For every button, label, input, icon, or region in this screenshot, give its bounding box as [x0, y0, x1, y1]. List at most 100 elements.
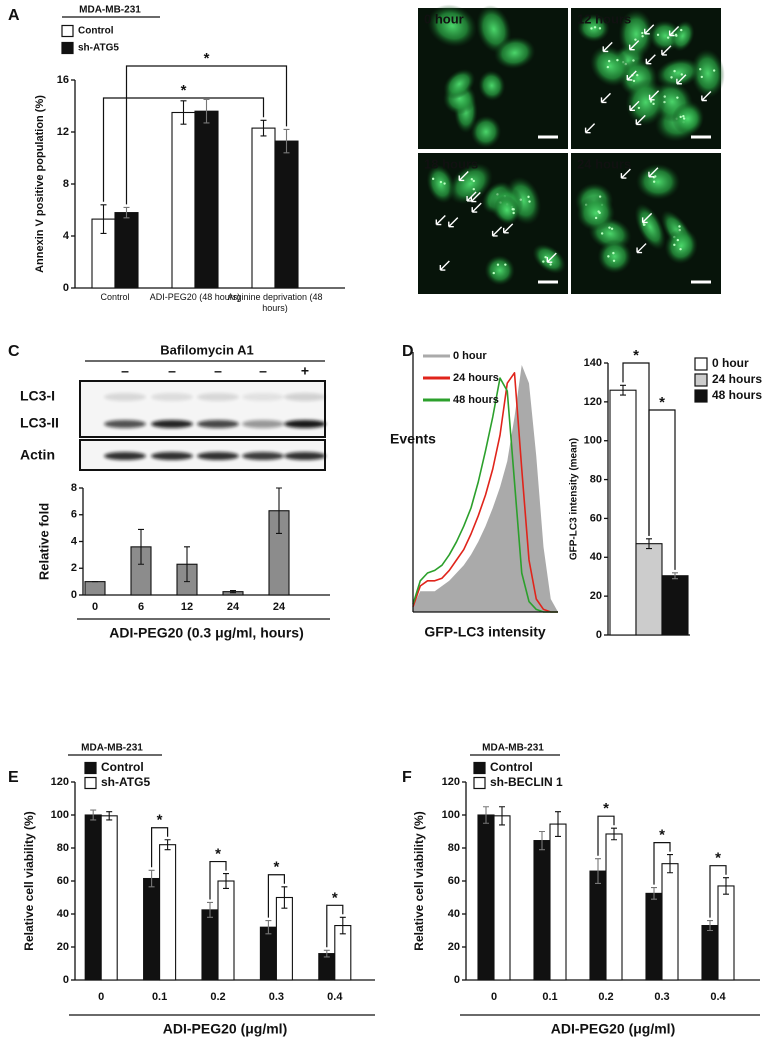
- arrow: [466, 191, 477, 202]
- bar: [609, 389, 637, 636]
- cell: [426, 164, 455, 204]
- y-tick-label: 120: [51, 776, 69, 788]
- puncta: [679, 115, 682, 119]
- bar: [201, 909, 219, 981]
- puncta: [652, 102, 655, 106]
- error-bar: [230, 590, 236, 594]
- bar: [100, 815, 118, 981]
- arrow: [668, 26, 680, 37]
- legend-label: 48 hours: [453, 394, 499, 406]
- x-tick-label: 24: [227, 601, 240, 613]
- cell: [635, 163, 681, 200]
- panel-letter: C: [8, 343, 20, 360]
- x-tick-label: 0.4: [710, 991, 726, 1003]
- micrograph: 12 hours: [571, 8, 725, 149]
- x-tick-label: 24: [273, 601, 286, 613]
- micrograph-label: 0 hour: [424, 11, 464, 26]
- puncta: [511, 208, 514, 211]
- bar: [635, 543, 663, 636]
- puncta: [652, 180, 656, 183]
- significance-bracket: [653, 841, 671, 885]
- blot-band: [197, 452, 239, 460]
- arrow: [661, 45, 672, 56]
- arrow: [439, 260, 450, 271]
- x-tick-label: 0.3: [654, 991, 669, 1003]
- significance-star: *: [181, 82, 187, 99]
- x-tick-label: ADI-PEG20 (48 hours): [149, 292, 241, 302]
- puncta: [637, 106, 641, 110]
- y-tick-label: 40: [448, 908, 460, 920]
- y-tick-label: 16: [57, 74, 69, 86]
- significance-bracket: [102, 97, 265, 202]
- legend-swatch: [84, 761, 97, 775]
- puncta: [528, 200, 531, 203]
- legend-label: Control: [101, 760, 144, 774]
- legend-swatch: [473, 776, 486, 790]
- puncta: [431, 177, 435, 181]
- legend-label: 24 hours: [453, 372, 499, 384]
- puncta: [439, 180, 443, 184]
- blot-band: [197, 393, 239, 401]
- error-bar: [620, 384, 626, 396]
- blot-band: [284, 452, 326, 460]
- micrograph: 24 hours: [571, 153, 721, 294]
- puncta: [443, 182, 446, 185]
- legend-swatch: [473, 761, 486, 775]
- arrow: [471, 202, 482, 213]
- x-axis-title: ADI-PEG20 (μg/ml): [163, 1021, 287, 1037]
- x-tick-label-box: Arginine deprivation (48 hours): [227, 292, 322, 313]
- error-bar: [123, 206, 130, 219]
- treatment-sign: –: [168, 363, 176, 379]
- y-tick-label: 12: [57, 126, 69, 138]
- y-tick-label: 8: [71, 482, 77, 494]
- puncta: [607, 255, 610, 258]
- puncta: [594, 216, 598, 220]
- error-bar: [281, 886, 288, 909]
- arrow: [648, 90, 660, 101]
- error-bar: [707, 920, 713, 932]
- significance-bracket: [326, 904, 344, 948]
- puncta: [682, 117, 686, 120]
- cell: [494, 195, 520, 225]
- micrograph-label: 12 hours: [577, 11, 631, 26]
- error-bar: [651, 887, 657, 900]
- blot-band: [104, 452, 146, 460]
- significance-star: *: [204, 50, 210, 67]
- error-bar: [203, 98, 210, 124]
- arrow: [635, 114, 646, 126]
- y-tick-label: 120: [584, 396, 602, 408]
- legend-label: 0 hour: [453, 350, 487, 362]
- cell: [577, 13, 610, 43]
- y-axis-title: Relative fold: [36, 503, 51, 580]
- legend-label: Control: [490, 760, 533, 774]
- arrow: [435, 215, 446, 226]
- puncta: [590, 27, 593, 30]
- error-bar: [106, 811, 113, 821]
- significance-star: *: [659, 827, 665, 844]
- histogram-line: [412, 377, 558, 613]
- puncta: [598, 211, 601, 215]
- panel-letter: E: [8, 769, 19, 786]
- error-bar: [180, 100, 187, 125]
- significance-bracket: [597, 815, 615, 856]
- cell: [427, 4, 477, 48]
- error-bar: [611, 827, 617, 841]
- bar: [259, 926, 277, 981]
- error-bar: [499, 806, 505, 826]
- blot-band: [284, 393, 326, 401]
- puncta: [673, 69, 676, 73]
- blot-band: [151, 452, 193, 460]
- x-axis-title: ADI-PEG20 (μg/ml): [551, 1021, 675, 1037]
- significance-star: *: [332, 889, 338, 906]
- bar: [275, 896, 293, 981]
- bar: [159, 844, 177, 981]
- significance-star: *: [633, 347, 639, 364]
- error-bar: [723, 877, 729, 895]
- y-tick-label: 0: [63, 974, 69, 986]
- error-bar: [672, 572, 678, 580]
- arrow: [629, 100, 640, 112]
- bar: [661, 575, 689, 636]
- legend-swatch: [61, 24, 74, 38]
- puncta: [670, 76, 673, 79]
